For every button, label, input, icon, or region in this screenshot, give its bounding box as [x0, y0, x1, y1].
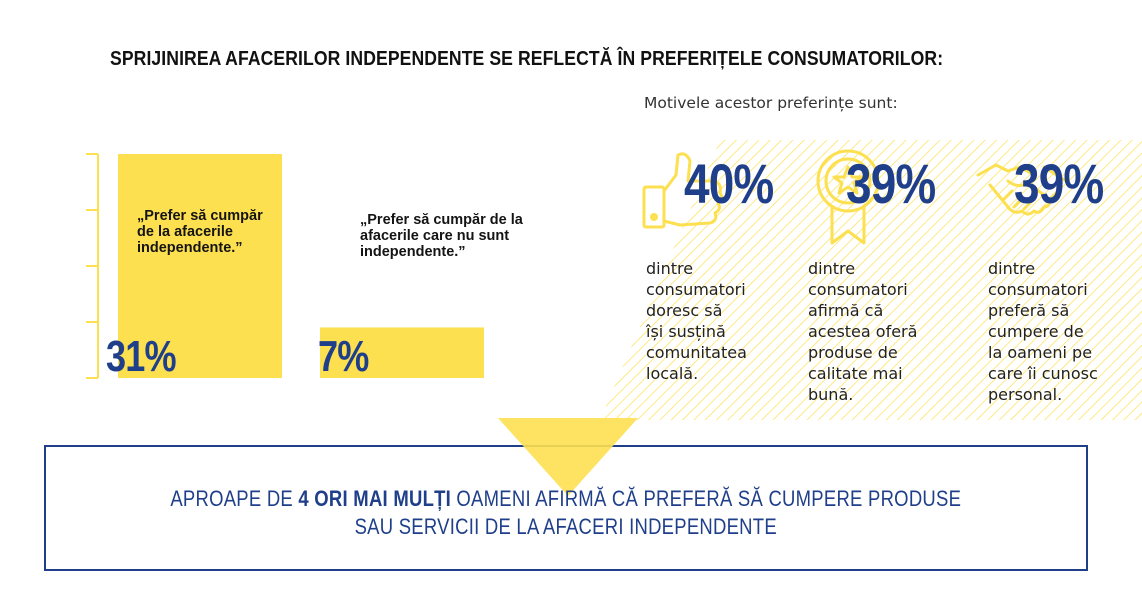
conclusion-highlight: 4 ORI MAI MULȚI	[298, 486, 452, 511]
bar-chart	[86, 153, 484, 379]
handshake-icon	[976, 163, 1068, 216]
bar-non-independent	[320, 327, 484, 378]
reason-value: 39%	[846, 152, 936, 215]
conclusion-line2: SAU SERVICII DE LA AFACERI INDEPENDENTE	[354, 514, 778, 539]
page-title: SPRIJINIREA AFACERILOR INDEPENDENTE SE R…	[110, 48, 944, 70]
reason-description: dintre consumatori doresc să își susțină…	[646, 259, 747, 383]
conclusion-middle: OAMENI AFIRMĂ CĂ PREFERĂ SĂ CUMPERE PROD…	[451, 486, 962, 511]
bar-independent	[118, 154, 282, 378]
reason-description: dintre consumatori afirmă că acestea ofe…	[808, 259, 918, 404]
reason-value: 39%	[1014, 152, 1104, 215]
bar-value-non-independent: 7%	[318, 332, 369, 381]
hatched-background	[600, 140, 1142, 420]
award-ribbon-icon	[816, 149, 880, 245]
bar-label-line: afacerile care nu sunt	[360, 228, 510, 244]
subtitle: Motivele acestor preferințe sunt:	[644, 94, 898, 112]
down-arrow-triangle	[498, 418, 638, 496]
thumbs-up-icon	[642, 152, 724, 229]
conclusion-text: APROAPE DE 4 ORI MAI MULȚI OAMENI AFIRMĂ…	[0, 485, 1132, 541]
bar-label-independent: „Prefer să cumpăr de la afacerile independ…	[137, 208, 263, 256]
bar-label-line: de la afacerile	[137, 224, 233, 240]
conclusion-prefix: APROAPE DE	[170, 486, 299, 511]
bar-label-line: independente.”	[360, 244, 466, 260]
bar-label-line: independente.”	[137, 240, 243, 256]
bar-value-independent: 31%	[106, 332, 177, 381]
reason-description: dintre consumatori preferă să cumpere de…	[988, 259, 1098, 404]
reason-value: 40%	[684, 152, 774, 215]
bar-label-line: „Prefer să cumpăr	[137, 208, 263, 224]
bar-label-non-independent: „Prefer să cumpăr de la afacerile care nu…	[360, 212, 523, 260]
bar-label-line: „Prefer să cumpăr de la	[360, 212, 523, 228]
